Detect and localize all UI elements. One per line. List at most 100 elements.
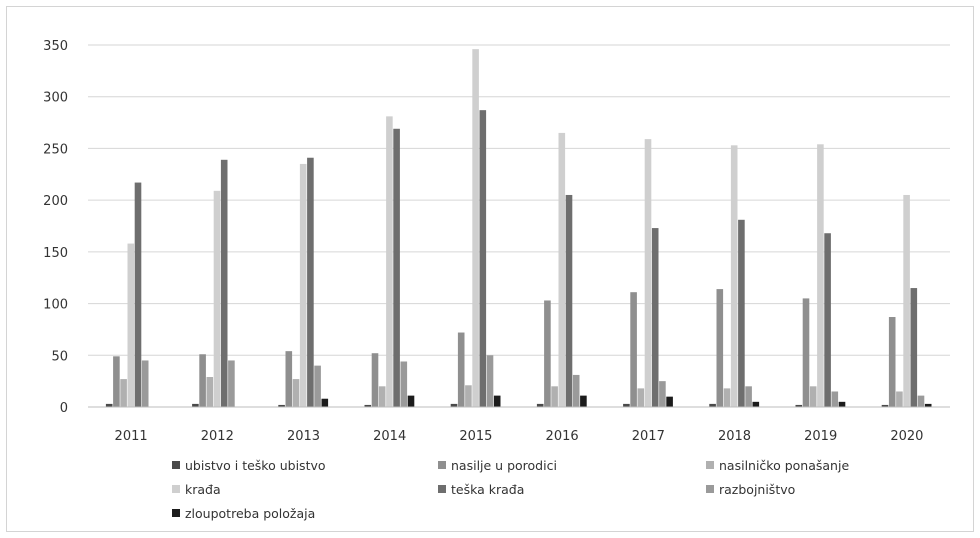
legend-swatch <box>438 485 446 493</box>
y-tick-label: 200 <box>43 194 68 209</box>
bar <box>838 401 846 407</box>
bar <box>206 377 214 407</box>
y-axis-ticks: 0 50 100 150 200 250 300 350 <box>43 39 68 416</box>
y-tick-label: 100 <box>43 298 68 313</box>
x-axis-ticks: 2011 2012 2013 2014 2015 2016 2017 2018 2019 2020 <box>115 429 924 444</box>
bar <box>666 396 673 407</box>
bars <box>105 49 932 407</box>
bar <box>651 228 659 407</box>
bar <box>623 403 630 407</box>
x-tick-label: 2013 <box>287 429 320 444</box>
legend-swatch <box>172 485 180 493</box>
bar <box>127 243 135 407</box>
bar <box>199 354 206 407</box>
x-tick-label: 2018 <box>718 429 751 444</box>
bar <box>386 116 393 407</box>
x-tick-label: 2016 <box>546 429 579 444</box>
legend-label: razbojništvo <box>719 482 795 497</box>
bar <box>192 403 199 407</box>
bar <box>881 404 889 407</box>
bar <box>802 298 810 407</box>
bar <box>457 332 465 407</box>
y-tick-label: 350 <box>43 39 68 54</box>
bar <box>817 144 824 407</box>
bar <box>378 386 386 407</box>
bar <box>558 132 566 407</box>
bar <box>400 361 408 407</box>
y-tick-label: 0 <box>60 401 68 416</box>
bar <box>910 288 918 407</box>
bar <box>307 157 314 407</box>
bar <box>134 182 142 407</box>
bar <box>730 145 738 407</box>
legend-swatch <box>706 485 714 493</box>
legend-label: krađa <box>185 482 221 497</box>
bar <box>896 391 903 407</box>
legend-label: teška krađa <box>451 482 524 497</box>
bar <box>228 360 235 407</box>
bar <box>364 404 372 407</box>
bar <box>795 404 803 407</box>
bar <box>745 386 752 407</box>
x-tick-label: 2017 <box>632 429 665 444</box>
x-tick-label: 2014 <box>373 429 406 444</box>
bar <box>716 289 724 407</box>
legend-label: nasilničko ponašanje <box>719 458 849 473</box>
legend-swatch <box>172 509 180 517</box>
bar <box>479 110 487 407</box>
x-tick-label: 2019 <box>804 429 837 444</box>
bar <box>141 360 149 407</box>
bar <box>465 385 472 407</box>
chart-frame <box>6 6 974 532</box>
legend-swatch <box>438 461 446 469</box>
bar <box>213 190 221 407</box>
bar <box>644 139 652 407</box>
bar <box>572 374 580 407</box>
x-tick-label: 2015 <box>459 429 492 444</box>
bar <box>292 379 300 407</box>
bar <box>299 163 307 407</box>
bar <box>630 292 637 407</box>
y-tick-label: 150 <box>43 246 68 261</box>
x-tick-label: 2011 <box>115 429 148 444</box>
legend-swatch <box>172 461 180 469</box>
bar <box>371 353 379 407</box>
bar <box>278 404 285 407</box>
legend-swatch <box>706 461 714 469</box>
y-tick-label: 50 <box>51 349 68 364</box>
bar <box>393 128 400 407</box>
bar <box>220 159 228 407</box>
bar <box>450 403 458 407</box>
bar <box>659 381 666 407</box>
bar <box>637 388 645 407</box>
bar <box>472 49 479 407</box>
y-tick-label: 300 <box>43 91 68 106</box>
legend: ubistvo i teško ubistvo nasilje u porodic… <box>172 458 849 521</box>
bar <box>493 395 501 407</box>
bar <box>565 194 573 407</box>
bar <box>809 386 817 407</box>
bar <box>551 386 558 407</box>
bar <box>738 219 745 407</box>
legend-label: zloupotreba položaja <box>185 506 315 521</box>
bar <box>113 356 120 407</box>
x-tick-label: 2012 <box>201 429 234 444</box>
bar <box>120 379 127 407</box>
bar <box>407 395 415 407</box>
bar <box>752 401 760 407</box>
bar <box>580 395 587 407</box>
bar <box>924 403 932 407</box>
bar <box>314 365 321 407</box>
legend-label: ubistvo i teško ubistvo <box>185 458 326 473</box>
y-tick-label: 250 <box>43 142 68 157</box>
x-tick-label: 2020 <box>890 429 923 444</box>
legend-label: nasilje u porodici <box>451 458 557 473</box>
bar <box>888 317 896 407</box>
bar <box>544 300 551 407</box>
bar <box>917 395 925 407</box>
bar <box>321 398 329 407</box>
bar <box>709 403 716 407</box>
bar <box>105 403 113 407</box>
bar <box>824 233 831 407</box>
